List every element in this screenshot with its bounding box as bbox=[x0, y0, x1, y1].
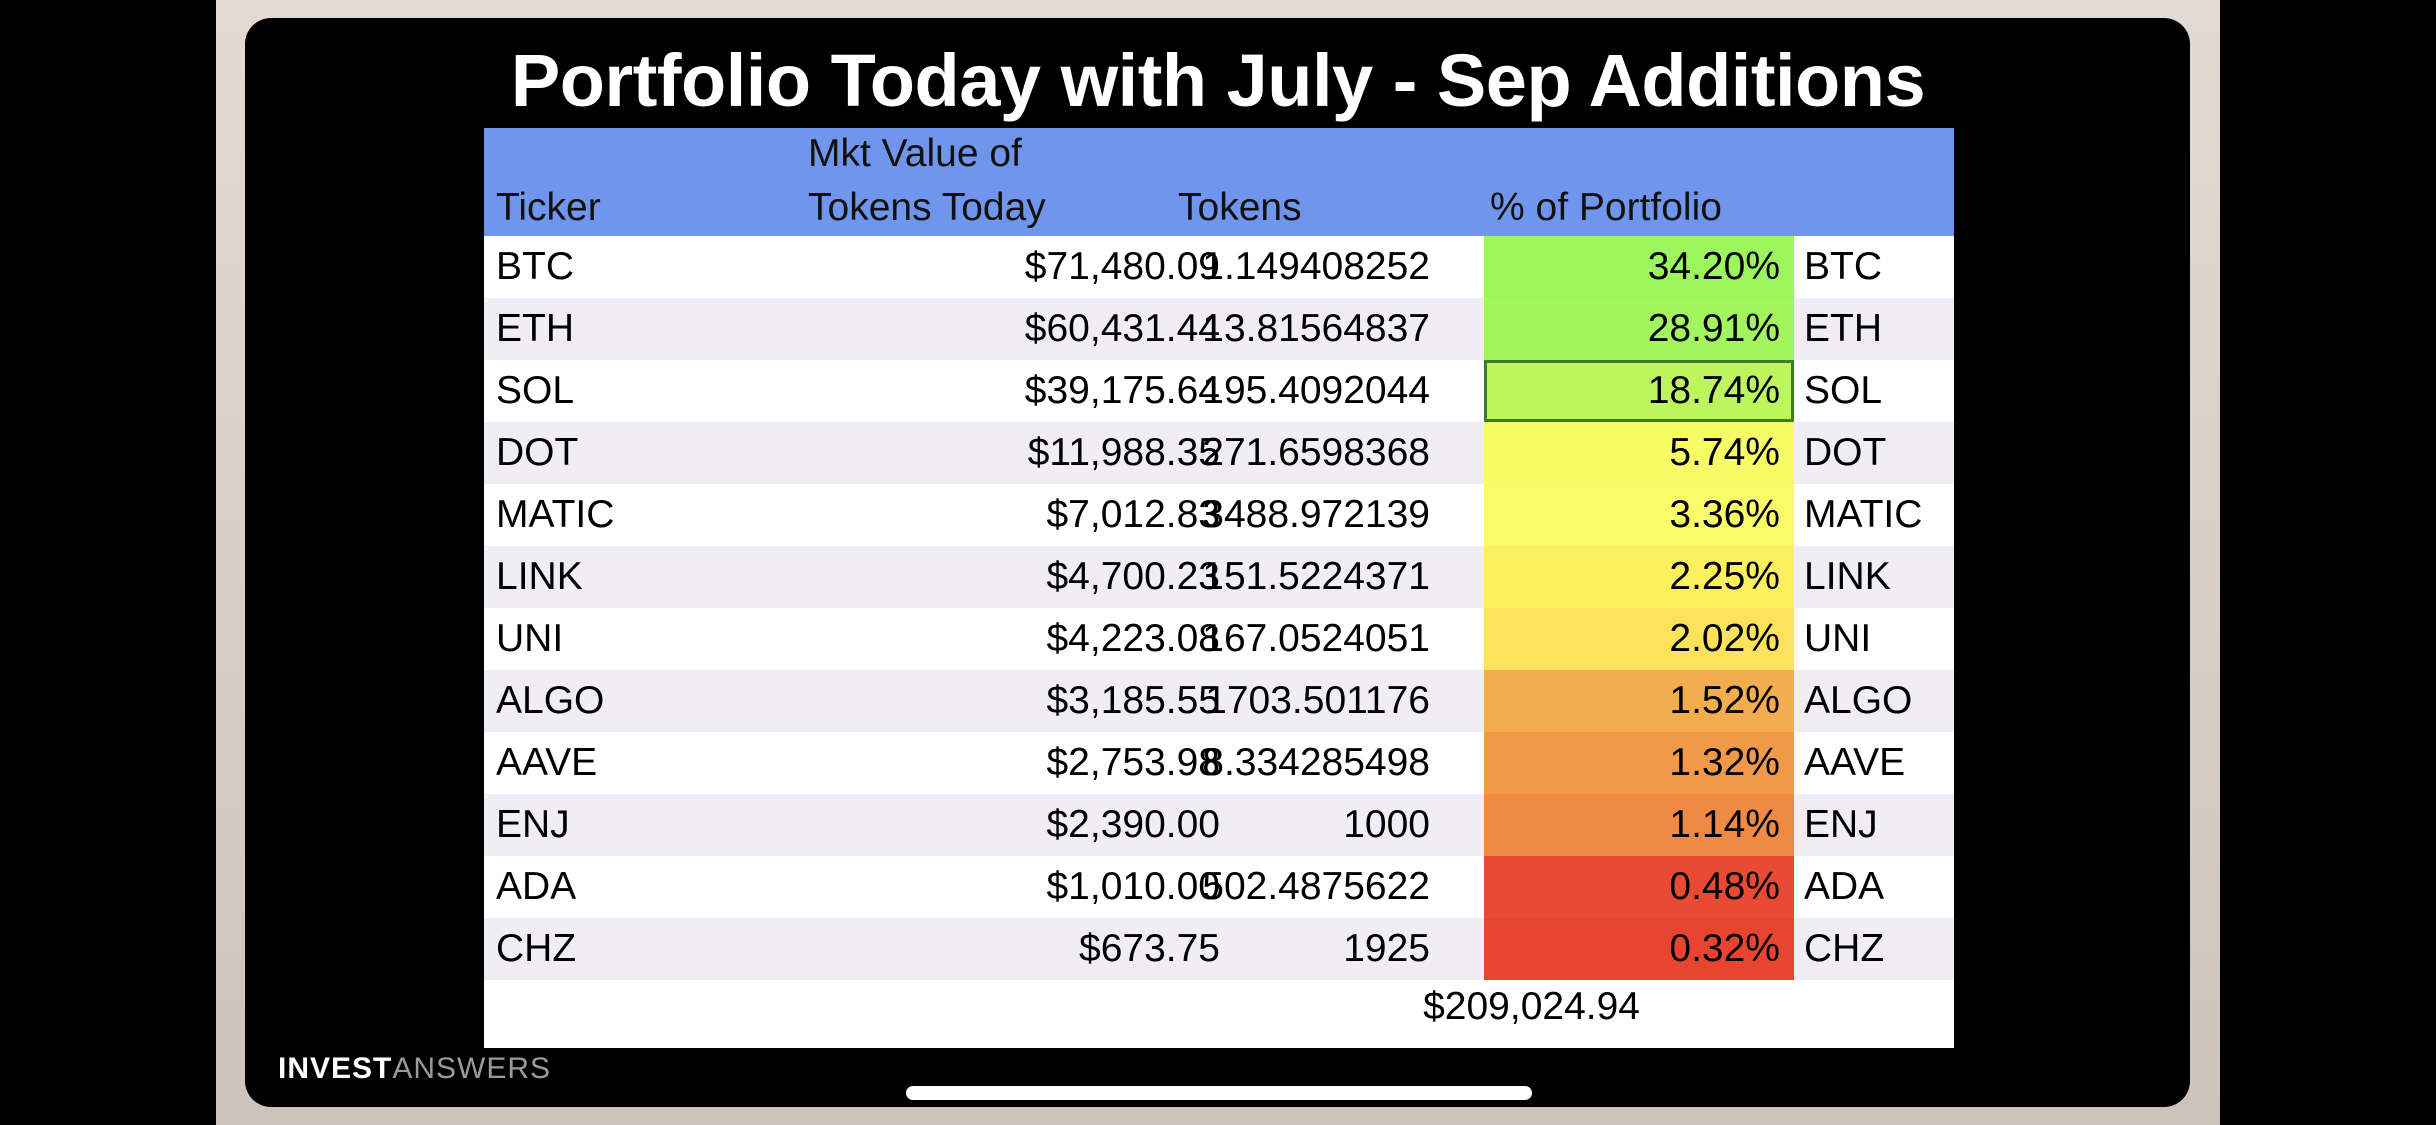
ticker-cell[interactable]: CHZ bbox=[496, 927, 577, 970]
ticker-cell[interactable]: DOT bbox=[496, 431, 579, 474]
percent-heat-cell[interactable] bbox=[1484, 298, 1794, 360]
percent-heat-cell[interactable] bbox=[1484, 856, 1794, 918]
percent-value-cell[interactable]: 34.20% bbox=[1647, 245, 1780, 288]
tokens-cell[interactable]: 13.81564837 bbox=[1202, 307, 1430, 350]
percent-heat-cell[interactable] bbox=[1484, 422, 1794, 484]
header-mkt-value-line1: Mkt Value of bbox=[808, 132, 1022, 175]
ticker-repeat-cell[interactable]: DOT bbox=[1804, 431, 1887, 474]
header-tokens: Tokens bbox=[1178, 186, 1302, 229]
tokens-cell[interactable]: 195.4092044 bbox=[1202, 369, 1430, 412]
ticker-cell[interactable]: SOL bbox=[496, 369, 575, 412]
ticker-cell[interactable]: ENJ bbox=[496, 803, 570, 846]
ticker-repeat-cell[interactable]: ENJ bbox=[1804, 803, 1878, 846]
ticker-cell[interactable]: BTC bbox=[496, 245, 574, 288]
percent-value-cell[interactable]: 3.36% bbox=[1669, 493, 1780, 536]
tokens-cell[interactable]: 151.5224371 bbox=[1202, 555, 1430, 598]
header-percent: % of Portfolio bbox=[1490, 186, 1722, 229]
tokens-cell[interactable]: 271.6598368 bbox=[1202, 431, 1430, 474]
mkt-value-cell[interactable]: $673.75 bbox=[1079, 927, 1220, 970]
percent-value-cell[interactable]: 5.74% bbox=[1669, 431, 1780, 474]
slide-title: Portfolio Today with July - Sep Addition… bbox=[510, 39, 1926, 122]
mkt-value-cell[interactable]: $39,175.64 bbox=[1024, 369, 1220, 412]
mkt-value-cell[interactable]: $7,012.83 bbox=[1046, 493, 1220, 536]
ticker-cell[interactable]: LINK bbox=[496, 555, 583, 598]
ticker-cell[interactable]: ADA bbox=[496, 865, 577, 908]
mkt-value-cell[interactable]: $71,480.09 bbox=[1024, 245, 1220, 288]
ticker-repeat-cell[interactable]: ALGO bbox=[1804, 679, 1913, 722]
percent-value-cell[interactable]: 0.48% bbox=[1669, 865, 1780, 908]
ticker-cell[interactable]: AAVE bbox=[496, 741, 598, 784]
percent-value-cell[interactable]: 0.32% bbox=[1669, 927, 1780, 970]
percent-heat-cell[interactable] bbox=[1484, 236, 1794, 298]
header-mkt-value-line2: Tokens Today bbox=[808, 186, 1046, 229]
tokens-cell[interactable]: 1703.501176 bbox=[1205, 679, 1430, 722]
ticker-repeat-cell[interactable]: CHZ bbox=[1804, 927, 1885, 970]
mkt-value-cell[interactable]: $11,988.35 bbox=[1027, 431, 1220, 474]
ticker-repeat-cell[interactable]: ADA bbox=[1804, 865, 1885, 908]
ticker-cell[interactable]: UNI bbox=[496, 617, 564, 660]
ticker-repeat-cell[interactable]: UNI bbox=[1804, 617, 1872, 660]
ticker-repeat-cell[interactable]: SOL bbox=[1804, 369, 1883, 412]
brand-logo: INVESTANSWERS bbox=[278, 1052, 551, 1086]
mkt-value-cell[interactable]: $4,700.23 bbox=[1046, 555, 1220, 598]
tokens-cell[interactable]: 502.4875622 bbox=[1202, 865, 1430, 908]
tokens-cell[interactable]: 167.0524051 bbox=[1202, 617, 1430, 660]
tokens-cell[interactable]: 1925 bbox=[1343, 927, 1430, 970]
ticker-repeat-cell[interactable]: MATIC bbox=[1804, 493, 1923, 536]
mkt-value-cell[interactable]: $3,185.55 bbox=[1046, 679, 1220, 722]
percent-value-cell[interactable]: 1.14% bbox=[1669, 803, 1780, 846]
ticker-repeat-cell[interactable]: BTC bbox=[1804, 245, 1882, 288]
percent-value-cell[interactable]: 2.02% bbox=[1669, 617, 1780, 660]
ticker-cell[interactable]: ALGO bbox=[496, 679, 605, 722]
mkt-value-cell[interactable]: $2,390.00 bbox=[1046, 803, 1220, 846]
percent-heat-cell[interactable] bbox=[1484, 608, 1794, 670]
ticker-repeat-cell[interactable]: LINK bbox=[1804, 555, 1891, 598]
tokens-cell[interactable]: 1000 bbox=[1343, 803, 1430, 846]
ticker-repeat-cell[interactable]: AAVE bbox=[1804, 741, 1906, 784]
percent-value-cell[interactable]: 1.52% bbox=[1669, 679, 1780, 722]
ticker-cell[interactable]: ETH bbox=[496, 307, 574, 350]
tokens-cell[interactable]: 1.149408252 bbox=[1202, 245, 1430, 288]
brand-bold: INVEST bbox=[278, 1052, 393, 1085]
percent-heat-cell[interactable] bbox=[1484, 794, 1794, 856]
ticker-repeat-cell[interactable]: ETH bbox=[1804, 307, 1882, 350]
percent-value-cell[interactable]: 1.32% bbox=[1669, 741, 1780, 784]
mkt-value-cell[interactable]: $1,010.00 bbox=[1046, 865, 1220, 908]
mkt-value-cell[interactable]: $2,753.98 bbox=[1046, 741, 1220, 784]
percent-heat-cell[interactable] bbox=[1484, 670, 1794, 732]
tokens-cell[interactable]: 3488.972139 bbox=[1202, 493, 1430, 536]
total-value: $209,024.94 bbox=[1423, 985, 1640, 1028]
percent-heat-cell[interactable] bbox=[1484, 546, 1794, 608]
home-indicator[interactable] bbox=[906, 1086, 1532, 1100]
percent-value-cell[interactable]: 2.25% bbox=[1669, 555, 1780, 598]
percent-heat-cell[interactable] bbox=[1484, 484, 1794, 546]
percent-heat-cell[interactable] bbox=[1484, 360, 1794, 422]
table-header: Ticker Mkt Value of Tokens Today Tokens … bbox=[484, 128, 1954, 236]
portfolio-table: Ticker Mkt Value of Tokens Today Tokens … bbox=[484, 128, 1954, 1048]
percent-heat-cell[interactable] bbox=[1484, 918, 1794, 980]
mkt-value-cell[interactable]: $4,223.08 bbox=[1046, 617, 1220, 660]
mkt-value-cell[interactable]: $60,431.44 bbox=[1024, 307, 1220, 350]
header-ticker: Ticker bbox=[496, 186, 601, 229]
percent-value-cell[interactable]: 18.74% bbox=[1647, 369, 1780, 412]
brand-light: ANSWERS bbox=[392, 1052, 552, 1085]
tokens-cell[interactable]: 8.334285498 bbox=[1202, 741, 1430, 784]
percent-value-cell[interactable]: 28.91% bbox=[1647, 307, 1780, 350]
percent-heat-cell[interactable] bbox=[1484, 732, 1794, 794]
ticker-cell[interactable]: MATIC bbox=[496, 493, 615, 536]
